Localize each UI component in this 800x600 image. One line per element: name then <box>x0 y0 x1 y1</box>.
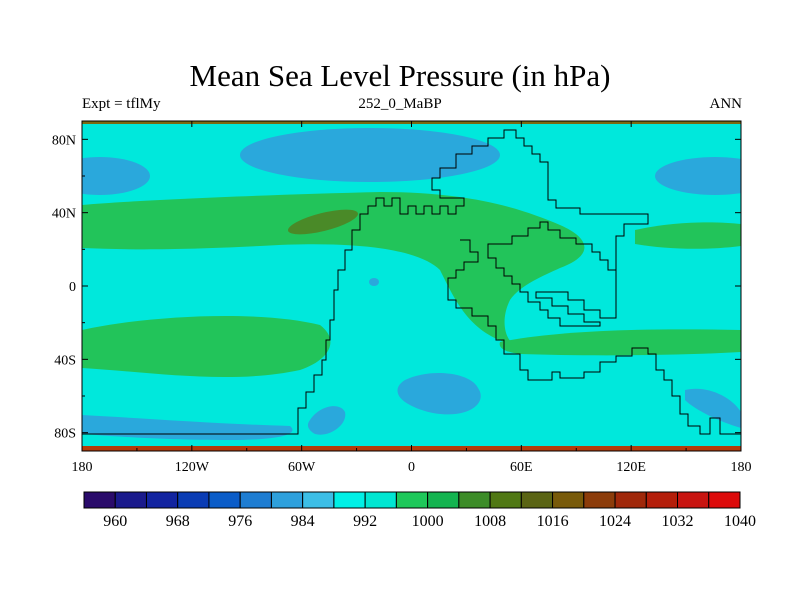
colorbar-swatch <box>177 491 210 509</box>
colorbar-swatch <box>270 491 304 509</box>
high-pressure-belt-north-east <box>635 222 741 249</box>
lat-tick-label: 80S <box>54 427 76 442</box>
colorbar-swatch <box>333 491 366 509</box>
lat-tick-label: 40S <box>54 353 76 368</box>
lat-tick-label: 0 <box>69 280 76 295</box>
colorbar-label: 968 <box>166 513 190 530</box>
colorbar-swatch <box>458 491 491 509</box>
lon-tick-label: 120E <box>616 460 646 475</box>
lat-tick-label: 40N <box>52 207 76 222</box>
colorbar-label: 992 <box>353 513 377 530</box>
colorbar-swatch <box>614 491 647 509</box>
colorbar-label: 1040 <box>724 513 756 530</box>
lon-tick-label: 180 <box>731 460 752 475</box>
colorbar-swatch <box>677 491 710 509</box>
colorbar-swatch <box>302 491 335 509</box>
colorbar-label: 960 <box>103 513 127 530</box>
colorbar-swatch <box>427 491 460 509</box>
period-label: 252_0_MaBP <box>358 96 442 112</box>
colorbar-swatch <box>395 491 429 509</box>
colorbar-label: 984 <box>291 513 315 530</box>
colorbar-swatch <box>552 491 585 509</box>
lat-tick-label: 80N <box>52 133 76 148</box>
colorbar-swatch <box>145 491 179 509</box>
high-pressure-belt-south-east <box>499 329 741 356</box>
low-pressure-region-south-small <box>307 406 346 435</box>
high-pressure-belt-south-west <box>82 315 331 378</box>
continent-outline-main <box>290 129 649 435</box>
colorbar-label: 1016 <box>537 513 569 530</box>
colorbar-swatch <box>364 491 397 509</box>
high-pressure-core <box>288 209 358 235</box>
low-pressure-region-north-east <box>655 157 741 195</box>
experiment-label: Expt = tflMy <box>82 96 161 112</box>
lon-tick-label: 60E <box>510 460 533 475</box>
low-pressure-region-south-central <box>397 373 481 415</box>
low-pressure-region-south-east <box>685 388 741 428</box>
colorbar-swatch <box>114 491 147 509</box>
high-pressure-belt-north <box>82 192 585 345</box>
lon-tick-label: 180 <box>72 460 93 475</box>
low-pressure-spot-equator <box>369 278 379 286</box>
latitude-axis: 80N 40N 0 40S 80S <box>52 133 741 442</box>
colorbar-swatch <box>489 491 522 509</box>
colorbar-label: 1000 <box>412 513 444 530</box>
colorbar-swatch <box>583 491 616 509</box>
longitude-axis: 180 120W 60W 0 60E 120E 180 <box>72 121 752 475</box>
lon-tick-label: 0 <box>408 460 415 475</box>
colorbar: 960 968 976 984 992 1000 1008 1016 1024 1032 1040 <box>83 491 756 530</box>
map-title: Mean Sea Level Pressure (in hPa) <box>189 58 611 93</box>
season-label: ANN <box>709 96 743 112</box>
low-pressure-region-north-central <box>240 128 500 182</box>
colorbar-swatch <box>520 491 554 509</box>
lon-tick-label: 60W <box>288 460 316 475</box>
colorbar-swatch <box>83 491 116 509</box>
colorbar-label: 1032 <box>662 513 694 530</box>
colorbar-label: 976 <box>228 513 252 530</box>
continent-outline-south <box>447 239 741 435</box>
colorbar-swatch <box>208 491 241 509</box>
low-pressure-region-north-west <box>82 157 150 195</box>
colorbar-label: 1008 <box>474 513 506 530</box>
pressure-field <box>82 121 741 451</box>
colorbar-swatch <box>708 491 741 509</box>
colorbar-label: 1024 <box>599 513 631 530</box>
lon-tick-label: 120W <box>175 460 210 475</box>
colorbar-swatch <box>239 491 272 509</box>
colorbar-swatch <box>645 491 679 509</box>
